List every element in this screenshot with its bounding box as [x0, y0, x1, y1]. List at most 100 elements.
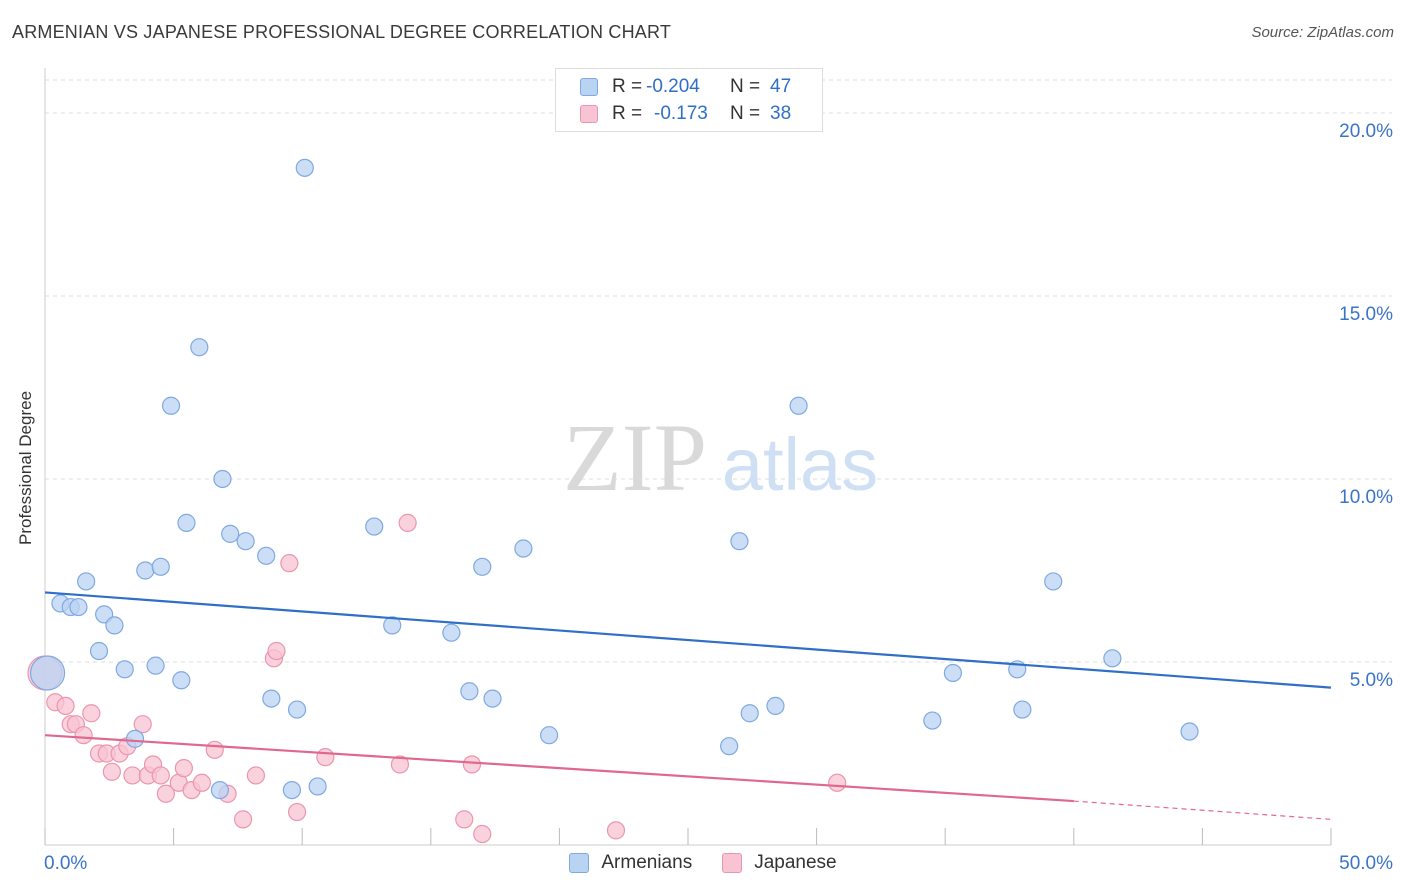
armenians-point [766, 696, 785, 716]
armenians-point [257, 546, 276, 565]
japanese-point [74, 726, 93, 745]
japanese-point [246, 766, 266, 785]
y-tick-label: 15.0% [1339, 304, 1393, 325]
watermark: ZIP atlas [563, 404, 878, 511]
armenians-point [943, 663, 963, 683]
japanese-point [390, 755, 410, 774]
legend-row-armenians: R = -0.204 N = 47 [580, 75, 791, 99]
legend-label-japanese: Japanese [754, 852, 837, 873]
x-tick-labels: 0.0% 50.0% [44, 853, 1393, 874]
armenians-point [69, 597, 88, 617]
armenians-point [308, 777, 327, 796]
y-tick-label: 10.0% [1339, 487, 1393, 508]
axes [44, 68, 1332, 846]
armenians-point [151, 557, 170, 576]
armenians-point [1103, 649, 1122, 668]
series-armenians [29, 158, 1199, 800]
y-tick-label: 20.0% [1339, 121, 1393, 142]
stats-legend: R = -0.204 N = 47 R = -0.173 N = 38 [555, 68, 823, 132]
legend-r-value: -0.173 [654, 103, 708, 124]
armenians-point [923, 711, 942, 730]
armenians-point [1013, 700, 1032, 719]
armenians-point [210, 780, 229, 800]
armenians-point [514, 539, 533, 558]
legend-label-armenians: Armenians [601, 852, 693, 873]
trend-line-armenians [44, 591, 1332, 689]
japanese-point [123, 766, 142, 785]
x-tick-label-min: 0.0% [44, 853, 87, 874]
legend-n-label: N = [730, 76, 761, 97]
japanese-point [455, 810, 474, 829]
chart-title: ARMENIAN VS JAPANESE PROFESSIONAL DEGREE… [12, 22, 672, 42]
japanese-point [192, 773, 211, 792]
legend-n-value: 47 [770, 76, 792, 97]
series-legend: Armenians Japanese [0, 852, 1406, 874]
armenians-point [483, 689, 502, 708]
armenians-point [221, 524, 240, 543]
japanese-point [267, 641, 286, 661]
japanese-point [233, 810, 253, 829]
japanese-point [462, 755, 482, 774]
armenians-point [442, 623, 461, 642]
armenians-point [125, 729, 145, 748]
legend-r-label: R = [612, 103, 643, 124]
trend-lines [44, 591, 1332, 820]
armenians-point [383, 616, 402, 635]
armenians-point [89, 641, 109, 661]
japanese-point [102, 762, 121, 781]
japanese-point [280, 554, 299, 573]
grid-lines [45, 79, 1392, 663]
japanese-point [151, 766, 170, 785]
japanese-point [82, 704, 101, 723]
armenians-point [115, 660, 134, 679]
armenians-point [540, 726, 559, 745]
armenians-point [190, 338, 209, 357]
armenians-point [1044, 572, 1063, 591]
legend-swatch-japanese [580, 105, 598, 123]
legend-swatch-japanese [722, 853, 743, 873]
armenians-point [460, 682, 479, 701]
watermark-atlas: atlas [722, 423, 878, 506]
armenians-point [161, 396, 181, 415]
armenians-point [136, 561, 155, 580]
armenians-point [287, 700, 307, 719]
armenians-point [262, 689, 281, 708]
armenians-point [295, 158, 314, 177]
y-tick-label: 5.0% [1350, 670, 1393, 691]
armenians-point [213, 469, 232, 489]
trend-line-japanese-extension [1073, 800, 1332, 820]
legend-swatch-armenians [569, 853, 590, 873]
legend-item-armenians: Armenians [569, 852, 692, 874]
armenians-point [473, 557, 492, 576]
japanese-point [156, 784, 175, 803]
legend-row-japanese: R = -0.173 N = 38 [580, 102, 791, 126]
armenians-point [146, 656, 165, 675]
armenians-point [720, 737, 739, 756]
japanese-point [56, 696, 75, 716]
legend-item-japanese: Japanese [722, 852, 837, 874]
y-tick-labels: 5.0% 10.0% 15.0% 20.0% [1339, 121, 1393, 691]
armenians-point [789, 396, 808, 415]
armenians-point [365, 517, 384, 536]
armenians-point [77, 572, 96, 591]
armenians-point [29, 655, 66, 691]
armenians-point [1180, 722, 1199, 741]
trend-line-japanese [44, 734, 1074, 803]
x-tick-label-max: 50.0% [1339, 853, 1393, 874]
japanese-point [316, 748, 335, 767]
watermark-zip: ZIP [563, 404, 707, 511]
legend-n-value: 38 [770, 103, 792, 124]
legend-r-label: R = [612, 76, 643, 97]
japanese-point [828, 773, 847, 792]
japanese-point [174, 759, 193, 778]
japanese-point [205, 740, 224, 759]
armenians-point [236, 532, 255, 551]
legend-r-value: -0.204 [646, 76, 700, 97]
legend-n-label: N = [730, 103, 761, 124]
japanese-point [606, 821, 626, 840]
japanese-point [287, 802, 307, 822]
armenians-point [282, 780, 302, 800]
armenians-point [730, 532, 749, 551]
legend-swatch-armenians [580, 78, 598, 96]
